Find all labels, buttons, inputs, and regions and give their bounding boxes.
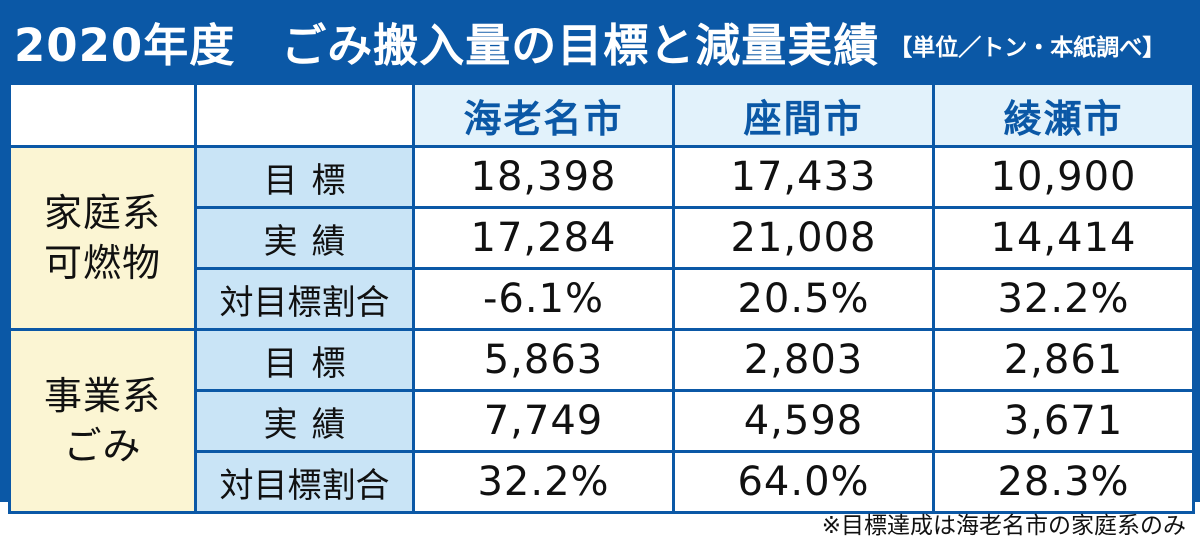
row-label-actual: 実績	[194, 206, 415, 270]
table-cell: 2,861	[932, 328, 1195, 392]
group-label-line: 可燃物	[43, 241, 161, 285]
column-header-ayase: 綾瀬市	[932, 82, 1195, 148]
table-cell: 21,008	[672, 206, 935, 270]
table-row: 対目標割合 -6.1% 20.5% 32.2%	[10, 267, 1195, 331]
group-label-line: 事業系	[43, 374, 161, 418]
table-row: 事業系 ごみ 目標 5,863 2,803 2,861	[8, 328, 1195, 514]
column-header-ebina: 海老名市	[412, 82, 675, 148]
header-row: 海老名市 座間市 綾瀬市	[8, 82, 1195, 148]
row-label-actual: 実績	[194, 389, 415, 453]
table-frame: 2020年度 ごみ搬入量の目標と減量実績 【単位／トン・本紙調べ】 海老名市 座…	[0, 0, 1200, 514]
page-title: 2020年度 ごみ搬入量の目標と減量実績	[14, 18, 880, 72]
title-bar: 2020年度 ごみ搬入量の目標と減量実績 【単位／トン・本紙調べ】	[0, 0, 1200, 82]
table-cell: 7,749	[412, 389, 675, 453]
row-label-ratio: 対目標割合	[194, 267, 415, 331]
table-cell: 28.3%	[932, 450, 1195, 514]
row-label-ratio: 対目標割合	[194, 450, 415, 514]
table-cell: 2,803	[672, 328, 935, 392]
table-cell: 14,414	[932, 206, 1195, 270]
group-label-line: ごみ	[63, 424, 142, 468]
corner-cell	[8, 82, 197, 148]
column-header-zama: 座間市	[672, 82, 935, 148]
table-cell: 17,433	[672, 145, 935, 209]
table-cell: 3,671	[932, 389, 1195, 453]
table-cell: 32.2%	[932, 267, 1195, 331]
unit-note: 【単位／トン・本紙調べ】	[889, 35, 1166, 61]
table-cell: 18,398	[412, 145, 675, 209]
table-row: 家庭系 可燃物 目標 18,398 17,433 10,900	[8, 145, 1195, 331]
table-row: 実績 17,284 21,008 14,414	[10, 206, 1195, 270]
group-label-household: 家庭系 可燃物	[8, 145, 197, 331]
row-label-target: 目標	[194, 145, 415, 209]
table-cell: 32.2%	[412, 450, 675, 514]
table-cell: 64.0%	[672, 450, 935, 514]
data-table: 海老名市 座間市 綾瀬市 家庭系 可燃物 目標 18,398 17,433 10…	[8, 82, 1195, 514]
table-row: 実績 7,749 4,598 3,671	[10, 389, 1195, 453]
corner-cell	[194, 82, 415, 148]
table-cell: -6.1%	[412, 267, 675, 331]
row-label-target: 目標	[194, 328, 415, 392]
group-label-line: 家庭系	[43, 191, 161, 235]
group-label-business: 事業系 ごみ	[8, 328, 197, 514]
table-row: 対目標割合 32.2% 64.0% 28.3%	[10, 450, 1195, 514]
table-cell: 5,863	[412, 328, 675, 392]
table-cell: 4,598	[672, 389, 935, 453]
table-cell: 10,900	[932, 145, 1195, 209]
table-cell: 20.5%	[672, 267, 935, 331]
footnote: ※目標達成は海老名市の家庭系のみ	[821, 513, 1186, 539]
table-cell: 17,284	[412, 206, 675, 270]
